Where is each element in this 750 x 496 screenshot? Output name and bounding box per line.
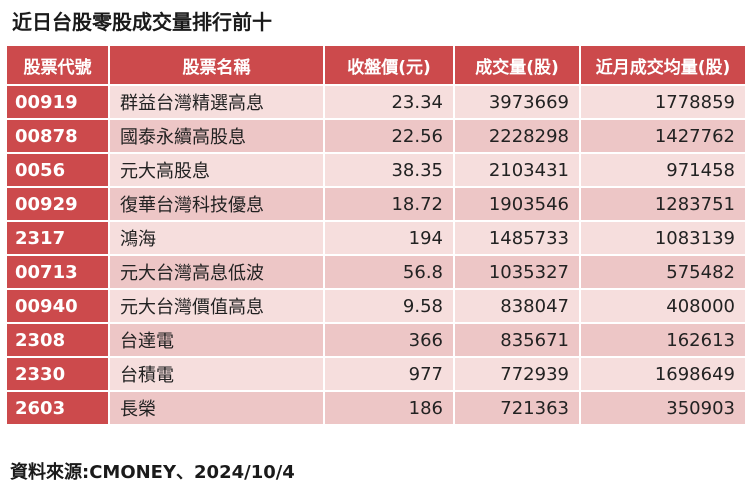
stock-code: 2317 xyxy=(5,220,110,256)
volume: 2228298 xyxy=(453,118,581,154)
ranking-table: 股票代號 股票名稱 收盤價(元) 成交量(股) 近月成交均量(股) 00919 … xyxy=(5,44,747,426)
close-price: 186 xyxy=(323,390,455,426)
table-row: 0056 元大高股息 38.35 2103431 971458 xyxy=(5,152,747,188)
stock-code: 00929 xyxy=(5,186,110,222)
monthly-avg-volume: 350903 xyxy=(579,390,747,426)
table-header-row: 股票代號 股票名稱 收盤價(元) 成交量(股) 近月成交均量(股) xyxy=(5,44,747,86)
volume: 3973669 xyxy=(453,84,581,120)
ranking-table-container: 股票代號 股票名稱 收盤價(元) 成交量(股) 近月成交均量(股) 00919 … xyxy=(5,44,747,426)
table-row: 00713 元大台灣高息低波 56.8 1035327 575482 xyxy=(5,254,747,290)
close-price: 18.72 xyxy=(323,186,455,222)
volume: 1485733 xyxy=(453,220,581,256)
monthly-avg-volume: 1698649 xyxy=(579,356,747,392)
monthly-avg-volume: 1427762 xyxy=(579,118,747,154)
monthly-avg-volume: 575482 xyxy=(579,254,747,290)
table-row: 00878 國泰永續高股息 22.56 2228298 1427762 xyxy=(5,118,747,154)
table-row: 2308 台達電 366 835671 162613 xyxy=(5,322,747,358)
header-stock-code: 股票代號 xyxy=(5,44,110,86)
volume: 1903546 xyxy=(453,186,581,222)
close-price: 977 xyxy=(323,356,455,392)
stock-name: 元大高股息 xyxy=(108,152,325,188)
stock-name: 長榮 xyxy=(108,390,325,426)
monthly-avg-volume: 162613 xyxy=(579,322,747,358)
stock-name: 群益台灣精選高息 xyxy=(108,84,325,120)
table-row: 00919 群益台灣精選高息 23.34 3973669 1778859 xyxy=(5,84,747,120)
volume: 721363 xyxy=(453,390,581,426)
stock-name: 元大台灣高息低波 xyxy=(108,254,325,290)
volume: 772939 xyxy=(453,356,581,392)
table-row: 2330 台積電 977 772939 1698649 xyxy=(5,356,747,392)
stock-code: 0056 xyxy=(5,152,110,188)
table-row: 00929 復華台灣科技優息 18.72 1903546 1283751 xyxy=(5,186,747,222)
stock-code: 2330 xyxy=(5,356,110,392)
close-price: 366 xyxy=(323,322,455,358)
close-price: 56.8 xyxy=(323,254,455,290)
monthly-avg-volume: 1083139 xyxy=(579,220,747,256)
header-close-price: 收盤價(元) xyxy=(323,44,455,86)
volume: 835671 xyxy=(453,322,581,358)
volume: 1035327 xyxy=(453,254,581,290)
stock-code: 00919 xyxy=(5,84,110,120)
close-price: 22.56 xyxy=(323,118,455,154)
stock-name: 台積電 xyxy=(108,356,325,392)
stock-name: 國泰永續高股息 xyxy=(108,118,325,154)
stock-code: 00940 xyxy=(5,288,110,324)
close-price: 9.58 xyxy=(323,288,455,324)
header-volume: 成交量(股) xyxy=(453,44,581,86)
monthly-avg-volume: 1283751 xyxy=(579,186,747,222)
close-price: 23.34 xyxy=(323,84,455,120)
stock-name: 復華台灣科技優息 xyxy=(108,186,325,222)
source-note: 資料來源:CMONEY、2024/10/4 xyxy=(10,462,295,483)
stock-code: 2308 xyxy=(5,322,110,358)
header-stock-name: 股票名稱 xyxy=(108,44,325,86)
volume: 838047 xyxy=(453,288,581,324)
monthly-avg-volume: 971458 xyxy=(579,152,747,188)
stock-code: 00878 xyxy=(5,118,110,154)
stock-code: 00713 xyxy=(5,254,110,290)
stock-name: 台達電 xyxy=(108,322,325,358)
close-price: 38.35 xyxy=(323,152,455,188)
stock-code: 2603 xyxy=(5,390,110,426)
table-row: 2317 鴻海 194 1485733 1083139 xyxy=(5,220,747,256)
stock-name: 鴻海 xyxy=(108,220,325,256)
monthly-avg-volume: 408000 xyxy=(579,288,747,324)
volume: 2103431 xyxy=(453,152,581,188)
table-row: 00940 元大台灣價值高息 9.58 838047 408000 xyxy=(5,288,747,324)
stock-name: 元大台灣價值高息 xyxy=(108,288,325,324)
table-row: 2603 長榮 186 721363 350903 xyxy=(5,390,747,426)
header-monthly-avg-volume: 近月成交均量(股) xyxy=(579,44,747,86)
close-price: 194 xyxy=(323,220,455,256)
page-title: 近日台股零股成交量排行前十 xyxy=(12,10,272,34)
monthly-avg-volume: 1778859 xyxy=(579,84,747,120)
